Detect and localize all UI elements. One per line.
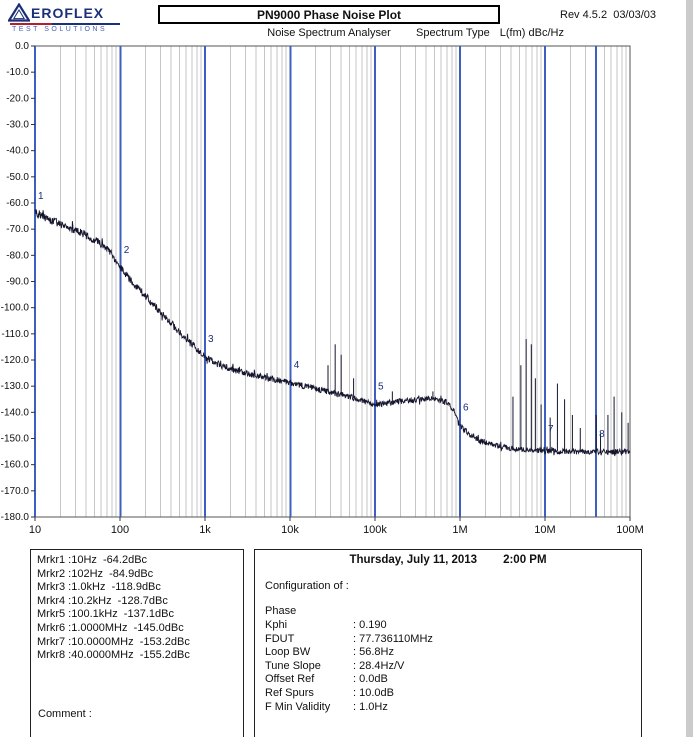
config-row: Offset Ref : 0.0dB [265,673,631,687]
config-list: Kphi : 0.190 FDUT : 77.736110MHz Loop BW : 56… [265,619,631,714]
svg-text:-150.0: -150.0 [1,434,30,445]
marker-row: Mrkr2 :102Hz -84.9dBc [37,567,154,580]
svg-text:0.0: 0.0 [15,41,29,52]
config-value: : 28.4Hz/V [353,659,405,672]
svg-text:-60.0: -60.0 [6,198,29,209]
svg-text:3: 3 [208,334,214,345]
svg-text:-50.0: -50.0 [6,172,29,183]
info-panel: Thursday, July 11, 2013 2:00 PM Configur… [254,549,642,737]
phase-noise-chart: 0.0 -10.0 -20.0 -30.0 -40.0 -50.0 -60.0 -70.0 -8… [1,41,644,536]
config-value: : 1.0Hz [353,700,388,713]
config-label: Ref Spurs [265,686,314,699]
x-axis-labels: 10 100 1k 10k 100k 1M 10M 100M [29,517,644,536]
spectrum-type: Spectrum Type L(fm) dBc/Hz [416,27,564,39]
scan-edge [686,0,693,737]
svg-text:-90.0: -90.0 [6,277,29,288]
svg-text:-180.0: -180.0 [1,512,30,523]
brand-text: EROFLEX [31,4,105,21]
config-row: FDUT : 77.736110MHz [265,633,631,647]
svg-text:-130.0: -130.0 [1,381,30,392]
config-label: Loop BW [265,646,311,659]
time-text: 2:00 PM [503,554,547,566]
svg-text:10: 10 [29,524,41,536]
logo-tagline: TEST SOLUTIONS [12,26,108,33]
svg-text:-10.0: -10.0 [6,67,29,78]
marker-row: Mrkr6 :1.0000MHz -145.0dBc [37,621,184,634]
svg-text:-160.0: -160.0 [1,460,30,471]
svg-text:100: 100 [111,524,129,536]
marker-list: Mrkr1 :10Hz -64.2dBc Mrkr2 :102Hz -84.9dB… [37,554,237,663]
config-row: F Min Validity : 1.0Hz [265,701,631,715]
svg-text:100M: 100M [616,524,644,536]
revision-text: Rev 4.5.2 03/03/03 [560,9,657,21]
svg-text:10M: 10M [534,524,555,536]
svg-text:2: 2 [124,245,130,256]
svg-text:5: 5 [378,382,384,393]
config-value: : 10.0dB [353,686,394,699]
config-row: Tune Slope : 28.4Hz/V [265,660,631,674]
config-label: Offset Ref [265,673,315,686]
config-value: : 0.190 [353,619,387,631]
marker-row: Mrkr1 :10Hz -64.2dBc [37,554,148,566]
svg-text:-20.0: -20.0 [6,93,29,104]
config-label: F Min Validity [265,700,331,713]
config-label: FDUT [265,632,295,645]
aeroflex-triangle-icon [8,3,30,22]
config-label: Kphi [265,619,288,631]
config-value: : 0.0dB [353,673,388,686]
svg-text:4: 4 [294,360,300,371]
marker-row: Mrkr5 :100.1kHz -137.1dBc [37,608,174,621]
svg-text:-170.0: -170.0 [1,486,30,497]
svg-text:6: 6 [463,402,469,413]
config-row: Ref Spurs : 10.0dB [265,687,631,701]
logo-rule [10,23,120,25]
svg-text:10k: 10k [281,524,299,536]
marker-row: Mrkr4 :10.2kHz -128.7dBc [37,594,168,607]
analyser-subtitle: Noise Spectrum Analyser [267,27,391,39]
config-row: Loop BW : 56.8Hz [265,646,631,660]
svg-text:1M: 1M [452,524,467,536]
svg-text:-30.0: -30.0 [6,120,29,131]
svg-text:-100.0: -100.0 [1,303,30,314]
config-title: Configuration of : [265,580,349,592]
datetime: Thursday, July 11, 2013 2:00 PM [265,554,631,566]
spectrum-type-value: L(fm) dBc/Hz [499,27,564,39]
title-box: PN9000 Phase Noise Plot [158,5,500,24]
marker-row: Mrkr7 :10.0000MHz -153.2dBc [37,635,190,648]
marker-number-labels: 1 2 3 4 5 6 7 8 [38,191,605,440]
config-row: Kphi : 0.190 [265,619,631,633]
svg-text:-40.0: -40.0 [6,146,29,157]
aeroflex-logo: EROFLEX TEST SOLUTIONS [8,3,158,33]
page-title: PN9000 Phase Noise Plot [256,7,402,22]
y-axis-labels: 0.0 -10.0 -20.0 -30.0 -40.0 -50.0 -60.0 -70.0 -8… [1,41,35,523]
comment-label: Comment : [38,708,92,720]
svg-text:8: 8 [599,429,605,440]
config-subtitle: Phase [265,605,297,617]
svg-text:-110.0: -110.0 [1,329,29,340]
config-label: Tune Slope [265,659,321,672]
svg-text:-140.0: -140.0 [1,407,30,418]
spur-lines [327,339,629,453]
svg-text:7: 7 [548,424,554,435]
marker-panel: Mrkr1 :10Hz -64.2dBc Mrkr2 :102Hz -84.9dB… [30,549,244,737]
logo-brand-row: EROFLEX [8,3,158,22]
svg-text:-80.0: -80.0 [6,250,29,261]
spectrum-type-label: Spectrum Type [416,27,490,39]
config-value: : 56.8Hz [353,646,394,659]
svg-text:1k: 1k [199,524,211,536]
marker-row: Mrkr8 :40.0000MHz -155.2dBc [37,649,190,662]
date-text: Thursday, July 11, 2013 [349,554,478,566]
svg-text:-70.0: -70.0 [6,224,29,235]
svg-text:-120.0: -120.0 [1,355,30,366]
marker-row: Mrkr3 :1.0kHz -118.9dBc [37,581,161,594]
config-value: : 77.736110MHz [353,632,433,645]
svg-text:1: 1 [38,191,44,202]
svg-text:100k: 100k [363,524,387,536]
